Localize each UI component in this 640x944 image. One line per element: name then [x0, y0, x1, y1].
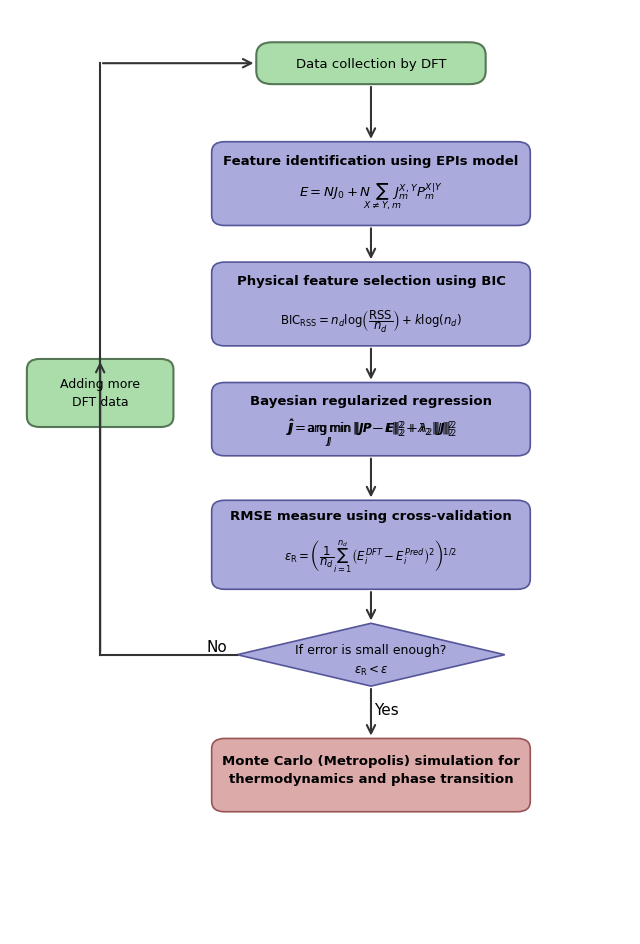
Text: No: No: [207, 640, 228, 655]
Text: $\varepsilon_{\mathrm{R}} < \varepsilon$: $\varepsilon_{\mathrm{R}} < \varepsilon$: [353, 664, 388, 678]
Text: RMSE measure using cross-validation: RMSE measure using cross-validation: [230, 510, 512, 523]
FancyBboxPatch shape: [212, 143, 531, 227]
Text: Feature identification using EPIs model: Feature identification using EPIs model: [223, 155, 518, 167]
Polygon shape: [237, 624, 505, 686]
FancyBboxPatch shape: [256, 43, 486, 85]
FancyBboxPatch shape: [212, 739, 531, 812]
Text: $\hat{\boldsymbol{J}} = \underset{\boldsymbol{J}}{\arg\min}\, \|\boldsymbol{J}\b: $\hat{\boldsymbol{J}} = \underset{\bolds…: [285, 417, 456, 448]
Text: Physical feature selection using BIC: Physical feature selection using BIC: [237, 275, 506, 288]
Text: If error is small enough?: If error is small enough?: [295, 643, 447, 656]
Text: Adding more
DFT data: Adding more DFT data: [60, 379, 140, 409]
Text: Monte Carlo (Metropolis) simulation for
thermodynamics and phase transition: Monte Carlo (Metropolis) simulation for …: [222, 754, 520, 785]
FancyBboxPatch shape: [27, 360, 173, 428]
Text: $\mathrm{BIC}_{\mathrm{RSS}} = n_d \log\!\left(\dfrac{\mathrm{RSS}}{n_d}\right) : $\mathrm{BIC}_{\mathrm{RSS}} = n_d \log\…: [280, 308, 462, 333]
Text: Bayesian regularized regression: Bayesian regularized regression: [250, 395, 492, 408]
FancyBboxPatch shape: [212, 262, 531, 346]
FancyBboxPatch shape: [212, 383, 531, 456]
Text: $E = NJ_0 + N\!\!\!\sum_{X\neq Y,m}\!\!\! J_m^{X,Y} P_m^{X|Y}$: $E = NJ_0 + N\!\!\!\sum_{X\neq Y,m}\!\!\…: [299, 182, 443, 213]
Text: Yes: Yes: [374, 702, 399, 717]
Text: Data collection by DFT: Data collection by DFT: [296, 58, 446, 71]
Text: $\hat{J} = \underset{J}{\arg\min}\, \|JP - E\|_2^2 + \lambda_2\,\|J\|_2^2$: $\hat{J} = \underset{J}{\arg\min}\, \|JP…: [288, 417, 454, 448]
FancyBboxPatch shape: [212, 500, 531, 590]
Text: $\varepsilon_{\mathrm{R}} = \left(\dfrac{1}{n_d}\sum_{i=1}^{n_d}\left(E_i^{DFT} : $\varepsilon_{\mathrm{R}} = \left(\dfrac…: [284, 537, 458, 574]
